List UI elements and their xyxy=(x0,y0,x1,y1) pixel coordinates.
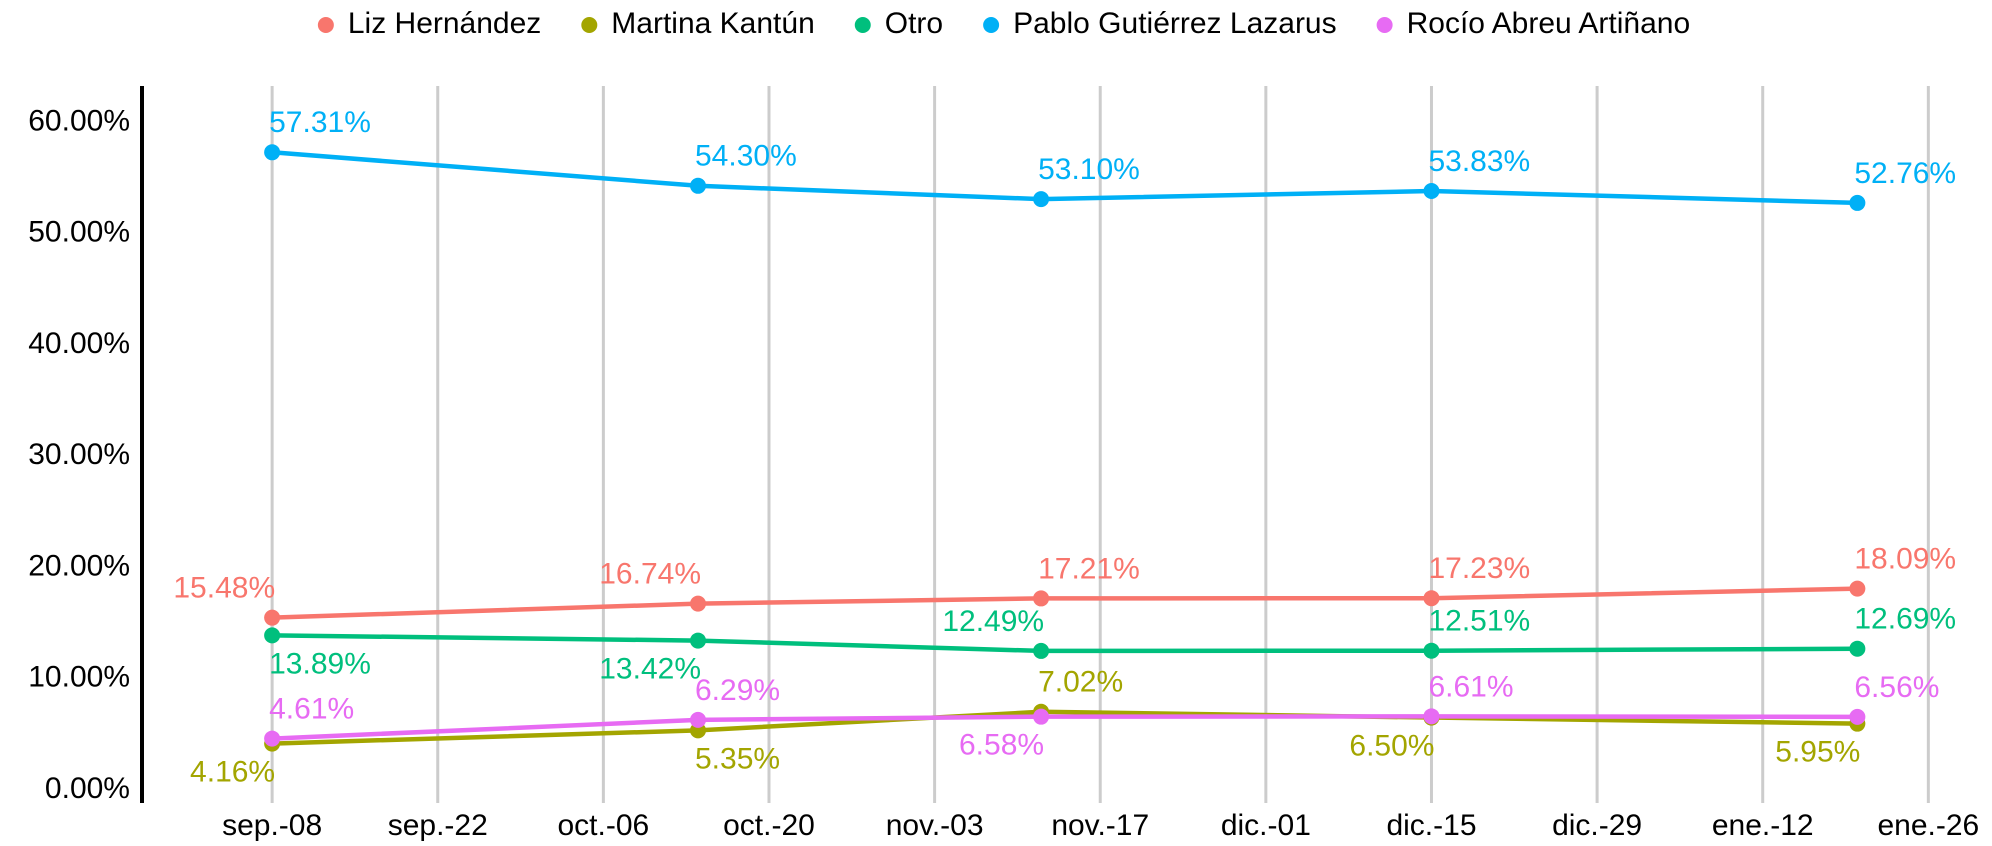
data-label: 54.30% xyxy=(695,140,797,173)
data-point xyxy=(1033,191,1050,208)
legend-label: Liz Hernández xyxy=(348,7,541,40)
data-label: 5.35% xyxy=(695,742,780,775)
data-label: 17.23% xyxy=(1428,552,1530,585)
y-tick-label: 40.00% xyxy=(28,327,130,360)
legend-label: Otro xyxy=(885,7,943,40)
legend-swatch xyxy=(581,17,598,33)
data-label: 6.61% xyxy=(1428,670,1513,703)
data-point xyxy=(1423,183,1440,200)
data-label: 12.51% xyxy=(1428,605,1530,638)
data-point xyxy=(1849,580,1866,597)
data-label: 6.50% xyxy=(1349,729,1434,762)
x-tick-label: oct.-06 xyxy=(558,809,650,842)
legend: Liz Hernández Martina Kantún Otro Pablo Gut… xyxy=(317,7,1691,40)
data-point xyxy=(1849,708,1866,725)
data-label: 13.42% xyxy=(599,652,701,685)
legend-swatch xyxy=(317,17,334,33)
data-label: 13.89% xyxy=(269,647,371,680)
data-point xyxy=(1033,708,1050,725)
data-point xyxy=(690,177,707,194)
y-tick-label: 20.00% xyxy=(28,549,130,582)
data-label: 53.10% xyxy=(1038,153,1140,186)
x-tick-label: oct.-20 xyxy=(723,809,815,842)
y-tick-label: 30.00% xyxy=(28,438,130,471)
x-tick-label: dic.-01 xyxy=(1221,809,1311,842)
legend-swatch xyxy=(1376,17,1393,33)
data-point xyxy=(1849,640,1866,657)
data-label: 57.31% xyxy=(269,106,371,139)
data-label: 4.61% xyxy=(269,693,354,726)
x-tick-label: ene.-26 xyxy=(1877,809,1979,842)
data-label: 12.49% xyxy=(942,605,1044,638)
legend-label: Rocío Abreu Artiñano xyxy=(1407,7,1691,40)
legend-swatch xyxy=(854,17,871,33)
data-label: 7.02% xyxy=(1038,666,1123,699)
y-tick-label: 60.00% xyxy=(28,104,130,137)
x-tick-label: dic.-15 xyxy=(1386,809,1476,842)
data-point xyxy=(1423,590,1440,607)
x-tick-label: nov.-03 xyxy=(886,809,984,842)
x-tick-label: sep.-22 xyxy=(388,809,488,842)
data-label: 5.95% xyxy=(1775,736,1860,769)
x-tick-label: dic.-29 xyxy=(1552,809,1642,842)
data-point xyxy=(264,730,281,747)
grid xyxy=(270,86,1930,803)
data-point xyxy=(1423,642,1440,659)
data-point xyxy=(690,711,707,728)
series-line xyxy=(272,633,1858,654)
legend-item: Pablo Gutiérrez Lazarus xyxy=(983,7,1337,40)
data-label: 53.83% xyxy=(1428,145,1530,178)
data-point xyxy=(1033,642,1050,659)
data-label: 4.16% xyxy=(190,756,275,789)
x-tick-label: sep.-08 xyxy=(222,809,322,842)
data-point xyxy=(264,609,281,626)
legend-item: Otro xyxy=(854,7,943,40)
series-line xyxy=(272,586,1858,620)
y-tick-label: 50.00% xyxy=(28,216,130,249)
data-point xyxy=(690,632,707,649)
legend-swatch xyxy=(983,17,1000,33)
data-point xyxy=(1423,708,1440,725)
data-label: 6.58% xyxy=(959,729,1044,762)
legend-item: Martina Kantún xyxy=(581,7,815,40)
y-tick-label: 0.00% xyxy=(45,772,130,805)
data-label: 12.69% xyxy=(1854,603,1956,636)
data-point xyxy=(264,627,281,644)
data-point xyxy=(1849,194,1866,211)
data-label: 16.74% xyxy=(599,558,701,591)
legend-label: Martina Kantún xyxy=(611,7,814,40)
x-tick-label: nov.-17 xyxy=(1051,809,1149,842)
data-label: 6.29% xyxy=(695,674,780,707)
data-label: 52.76% xyxy=(1854,157,1956,190)
data-label: 6.56% xyxy=(1854,671,1939,704)
y-tick-label: 10.00% xyxy=(28,661,130,694)
x-tick-label: ene.-12 xyxy=(1712,809,1814,842)
legend-item: Rocío Abreu Artiñano xyxy=(1376,7,1691,40)
legend-label: Pablo Gutiérrez Lazarus xyxy=(1013,7,1337,40)
data-label: 15.48% xyxy=(173,572,275,605)
data-point xyxy=(264,144,281,161)
data-point xyxy=(690,595,707,612)
legend-item: Liz Hernández xyxy=(317,7,541,40)
data-label: 17.21% xyxy=(1038,552,1140,585)
data-label: 18.09% xyxy=(1854,543,1956,576)
data-point xyxy=(1033,590,1050,607)
